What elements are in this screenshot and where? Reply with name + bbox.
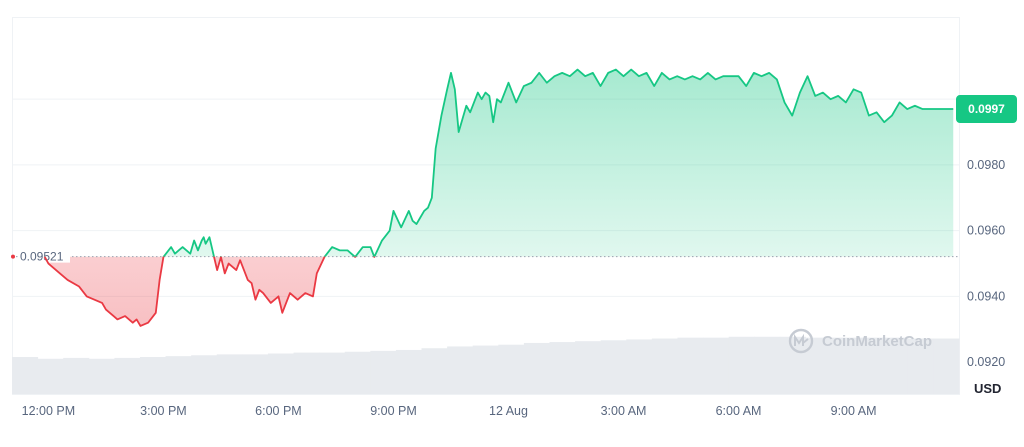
x-tick-label: 9:00 AM	[831, 404, 877, 418]
price-line	[43, 68, 954, 327]
volume-bar	[395, 349, 423, 394]
volume-bar	[370, 350, 397, 394]
volume-bar	[754, 336, 781, 394]
price-line-up	[44, 68, 954, 257]
volume-bar	[626, 339, 653, 394]
volume-bar	[907, 338, 934, 394]
x-tick-label: 12 Aug	[489, 404, 528, 418]
current-price-value: 0.0997	[968, 102, 1005, 116]
volume-bar	[267, 353, 295, 394]
volume-bar	[498, 344, 525, 394]
x-tick-label: 6:00 AM	[716, 404, 762, 418]
x-axis-ticks: 12:00 PM 3:00 PM 6:00 PM 9:00 PM 12 Aug 3:00 …	[22, 404, 877, 418]
y-tick-label: 0.0960	[967, 224, 1005, 238]
x-tick-label: 9:00 PM	[370, 404, 417, 418]
coinmarketcap-logo-icon	[788, 328, 814, 354]
y-tick-label: 0.0920	[967, 355, 1005, 369]
y-axis-ticks: 0.0920 0.0940 0.0960 0.0980	[967, 158, 1005, 369]
volume-bar	[575, 341, 602, 394]
x-tick-label: 3:00 AM	[601, 404, 647, 418]
volume-bar	[677, 337, 704, 394]
volume-bars	[12, 336, 960, 394]
x-tick-label: 3:00 PM	[140, 404, 187, 418]
volume-bar	[293, 352, 320, 394]
volume-bar	[703, 337, 730, 394]
current-price-tag: 0.0997	[956, 95, 1017, 124]
volume-bar	[344, 351, 371, 394]
volume-bar	[856, 337, 883, 394]
watermark-text: CoinMarketCap	[822, 333, 932, 350]
volume-bar	[165, 356, 192, 394]
baseline-label: 0.09521	[20, 250, 64, 264]
y-tick-label: 0.0940	[967, 289, 1005, 303]
volume-bar	[421, 348, 448, 394]
volume-bar	[242, 354, 269, 394]
volume-bar	[319, 352, 346, 394]
volume-bar	[600, 340, 627, 394]
volume-bar	[191, 355, 218, 394]
area-fill-up	[163, 69, 954, 257]
volume-bar	[549, 342, 576, 394]
volume-bar	[882, 337, 909, 394]
currency-unit-label: USD	[974, 381, 1001, 396]
baseline-marker-dot	[11, 254, 15, 259]
volume-bar	[933, 338, 960, 394]
y-tick-label: 0.0980	[967, 158, 1005, 172]
x-tick-label: 12:00 PM	[22, 404, 76, 418]
baseline-label-bg	[18, 248, 70, 263]
coinmarketcap-watermark: CoinMarketCap	[788, 328, 932, 354]
chart-frame	[12, 17, 960, 395]
volume-bar	[472, 345, 499, 394]
price-area-fills	[44, 69, 954, 326]
volume-bar	[88, 358, 115, 394]
volume-bar	[12, 357, 39, 394]
volume-bar	[523, 342, 550, 394]
volume-bar	[114, 357, 141, 394]
volume-bar	[728, 336, 755, 394]
volume-bar	[831, 337, 858, 394]
volume-bar	[779, 336, 806, 394]
volume-bar	[651, 338, 678, 394]
volume-bar	[216, 354, 243, 394]
volume-bar	[37, 358, 64, 394]
current-price-tag-bg	[956, 95, 1017, 124]
volume-bar	[63, 357, 90, 394]
volume-bar	[447, 346, 474, 394]
volume-bar	[139, 357, 167, 394]
area-fill-down	[44, 256, 954, 326]
x-tick-label: 6:00 PM	[255, 404, 302, 418]
